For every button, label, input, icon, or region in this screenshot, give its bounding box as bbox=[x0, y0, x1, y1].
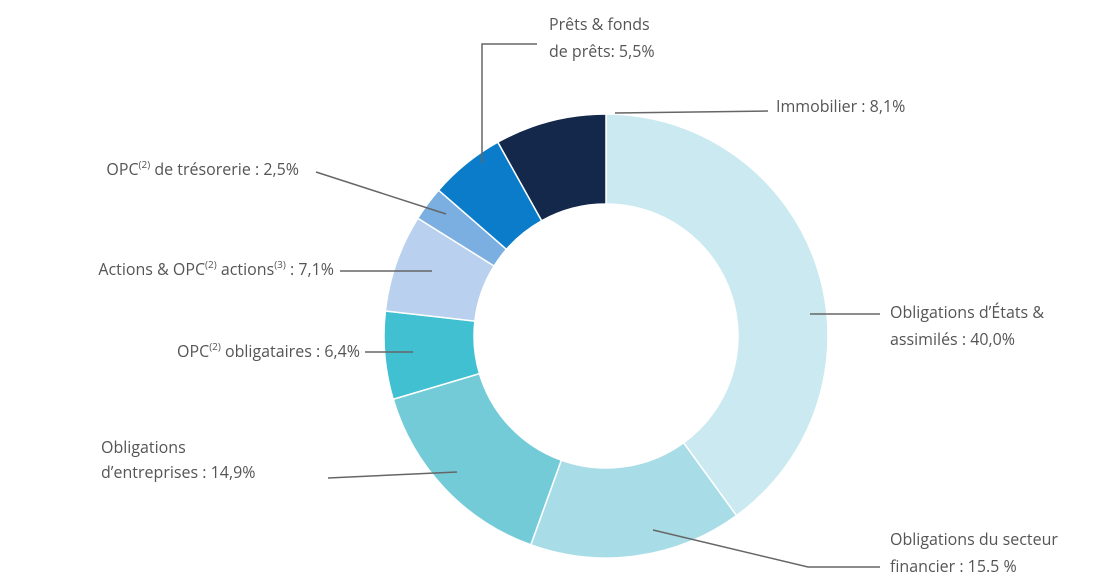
segment-label: financier : 15.5 % bbox=[890, 555, 1017, 577]
segment-label: Obligations bbox=[101, 436, 186, 458]
label-text: Obligations bbox=[101, 436, 186, 458]
label-superscript: (3) bbox=[274, 257, 286, 271]
label-superscript: (2) bbox=[205, 257, 217, 271]
segment-label: de prêts: 5,5% bbox=[549, 40, 655, 62]
segment-label: assimilés : 40,0% bbox=[890, 328, 1015, 350]
segment-label: Obligations du secteur bbox=[890, 528, 1058, 550]
label-text: OPC bbox=[106, 158, 138, 180]
segment-label: Actions & OPC(2) actions(3) : 7,1% bbox=[98, 257, 334, 281]
label-text: Actions & OPC bbox=[98, 258, 205, 280]
leader-line bbox=[327, 471, 458, 479]
segment-label: Prêts & fonds bbox=[549, 13, 650, 35]
segment-label: OPC(2) de trésorerie : 2,5% bbox=[106, 157, 299, 181]
label-text: Immobilier : 8,1% bbox=[776, 95, 905, 117]
leader-line bbox=[614, 110, 769, 114]
label-text: de prêts: 5,5% bbox=[549, 40, 655, 62]
label-text: d’entreprises : 14,9% bbox=[101, 461, 255, 483]
label-text: : 7,1% bbox=[286, 258, 334, 280]
leader-line bbox=[652, 529, 880, 568]
label-text: Obligations du secteur bbox=[890, 528, 1058, 550]
label-text: financier : 15.5 % bbox=[890, 555, 1017, 577]
label-text: Obligations d’États & bbox=[890, 301, 1044, 323]
label-text: Prêts & fonds bbox=[549, 13, 650, 35]
donut-segment bbox=[392, 372, 563, 546]
label-text: actions bbox=[217, 258, 275, 280]
donut-segment bbox=[496, 113, 607, 222]
segment-label: OPC(2) obligataires : 6,4% bbox=[177, 339, 360, 363]
donut-segment bbox=[605, 113, 829, 517]
label-text: obligataires : 6,4% bbox=[221, 340, 360, 362]
label-text: OPC bbox=[177, 340, 209, 362]
segment-label: Immobilier : 8,1% bbox=[776, 95, 905, 117]
label-text: de trésorerie : 2,5% bbox=[150, 158, 299, 180]
label-superscript: (2) bbox=[139, 157, 151, 171]
leader-line bbox=[315, 171, 447, 215]
segment-label: d’entreprises : 14,9% bbox=[101, 461, 255, 483]
segment-label: Obligations d’États & bbox=[890, 301, 1044, 323]
label-superscript: (2) bbox=[209, 339, 221, 353]
leader-line bbox=[481, 43, 537, 163]
label-text: assimilés : 40,0% bbox=[890, 328, 1015, 350]
